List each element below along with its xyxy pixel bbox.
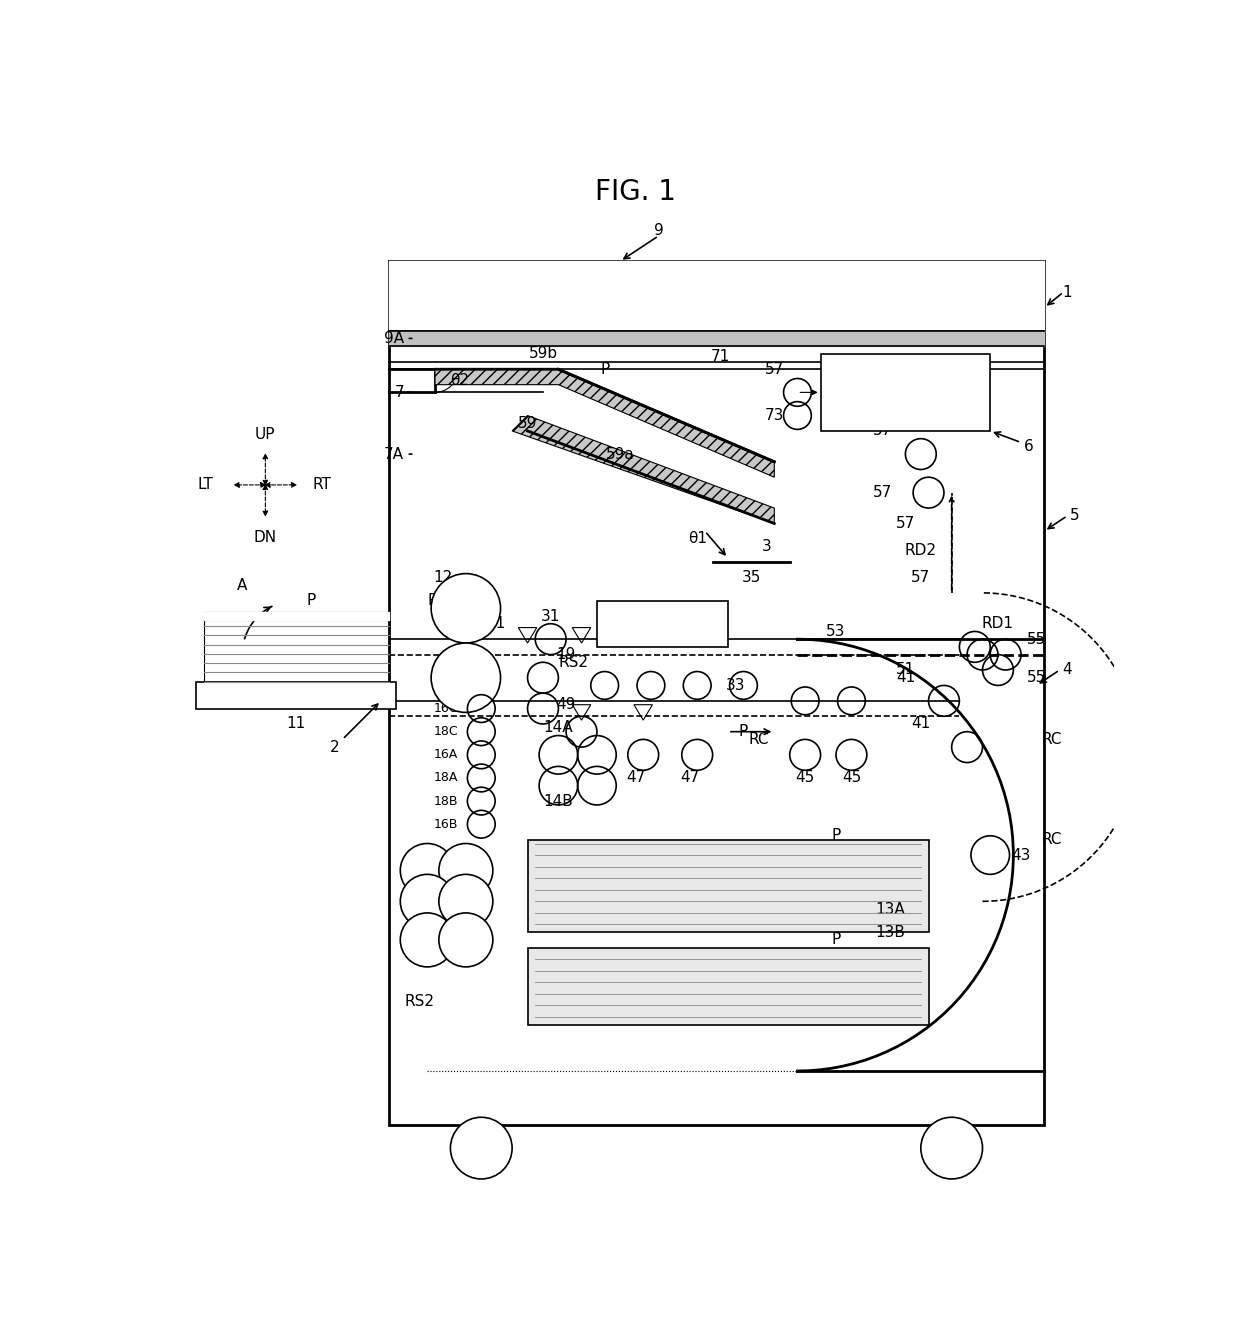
Text: 13A: 13A [875, 902, 905, 917]
Text: 16C: 16C [434, 702, 458, 715]
Text: DN: DN [254, 530, 277, 545]
Text: 19: 19 [557, 647, 575, 662]
Text: 14A: 14A [543, 721, 573, 735]
Text: 13B: 13B [875, 925, 905, 939]
Text: 18B: 18B [434, 794, 458, 808]
Text: 57: 57 [873, 424, 892, 439]
Text: 16A: 16A [434, 749, 458, 761]
Text: 31: 31 [541, 608, 560, 624]
Text: 49: 49 [557, 698, 575, 713]
Text: 16B: 16B [434, 817, 458, 831]
Text: 47: 47 [680, 770, 699, 785]
Text: FIG. 1: FIG. 1 [595, 178, 676, 205]
Text: 45: 45 [842, 770, 861, 785]
Text: 59b: 59b [528, 346, 558, 361]
Text: A: A [237, 577, 248, 593]
Text: RS1: RS1 [428, 593, 458, 608]
Text: 9A: 9A [384, 331, 404, 346]
Text: 1: 1 [1063, 285, 1073, 299]
Circle shape [401, 875, 454, 929]
Text: P: P [831, 828, 841, 843]
Text: 5: 5 [1070, 509, 1080, 523]
Text: 47: 47 [626, 770, 645, 785]
Circle shape [432, 643, 501, 713]
Text: 12: 12 [433, 570, 453, 585]
Text: 51: 51 [895, 663, 915, 678]
Text: 7A: 7A [384, 447, 404, 462]
Circle shape [439, 875, 492, 929]
Bar [196, 682, 397, 709]
Text: 55: 55 [1027, 632, 1047, 647]
Text: UP: UP [255, 427, 275, 443]
Text: P: P [600, 362, 609, 377]
Text: 59: 59 [518, 416, 537, 431]
Bar [527, 947, 929, 1025]
Text: P: P [739, 725, 748, 739]
Circle shape [439, 844, 492, 898]
Text: 3: 3 [761, 539, 771, 554]
Circle shape [921, 1118, 982, 1180]
Text: 41: 41 [911, 717, 930, 731]
Text: 7: 7 [394, 385, 404, 400]
Text: RT: RT [312, 478, 331, 493]
Text: 18C: 18C [434, 725, 458, 738]
Bar [527, 840, 929, 933]
Text: 73: 73 [765, 408, 784, 423]
Circle shape [450, 1118, 512, 1180]
Text: 57: 57 [765, 362, 784, 377]
Bar [821, 354, 991, 431]
Polygon shape [512, 416, 774, 523]
Text: RC: RC [1042, 832, 1063, 847]
Text: 6: 6 [1024, 439, 1034, 454]
Text: 57: 57 [911, 570, 930, 585]
Text: 45: 45 [796, 770, 815, 785]
Text: 41: 41 [895, 670, 915, 686]
Text: 53: 53 [826, 624, 846, 639]
Text: 4: 4 [1063, 663, 1073, 678]
Text: 35: 35 [742, 570, 761, 585]
Circle shape [432, 573, 501, 643]
Text: RC: RC [749, 731, 769, 747]
Text: 11: 11 [286, 717, 306, 731]
Polygon shape [435, 369, 774, 478]
Circle shape [439, 913, 492, 966]
Text: RS2: RS2 [404, 994, 434, 1009]
Text: RP: RP [649, 616, 668, 631]
Text: 57: 57 [873, 486, 892, 501]
Circle shape [401, 913, 454, 966]
Bar [596, 601, 728, 647]
Text: 57: 57 [895, 515, 915, 531]
Text: LT: LT [197, 478, 213, 493]
Text: 9: 9 [653, 223, 663, 238]
Text: 33: 33 [725, 678, 745, 692]
Text: 21: 21 [487, 616, 506, 631]
Circle shape [401, 844, 454, 898]
Text: RC: RC [1042, 731, 1063, 747]
Text: θ2: θ2 [450, 373, 470, 388]
Text: 18A: 18A [434, 772, 458, 785]
Text: θ1: θ1 [688, 531, 707, 546]
Text: 14B: 14B [543, 793, 573, 809]
Text: 59a: 59a [605, 447, 635, 462]
Text: P: P [308, 593, 316, 608]
Text: CONTROL-
LER: CONTROL- LER [869, 376, 941, 405]
Text: 71: 71 [711, 349, 730, 365]
Text: RD1: RD1 [982, 616, 1014, 631]
Text: 43: 43 [1012, 848, 1030, 863]
Text: 55: 55 [1027, 670, 1047, 686]
Text: 2: 2 [330, 739, 340, 754]
Text: RD2: RD2 [905, 544, 937, 558]
Text: P: P [831, 933, 841, 947]
Text: RS2: RS2 [559, 655, 589, 670]
